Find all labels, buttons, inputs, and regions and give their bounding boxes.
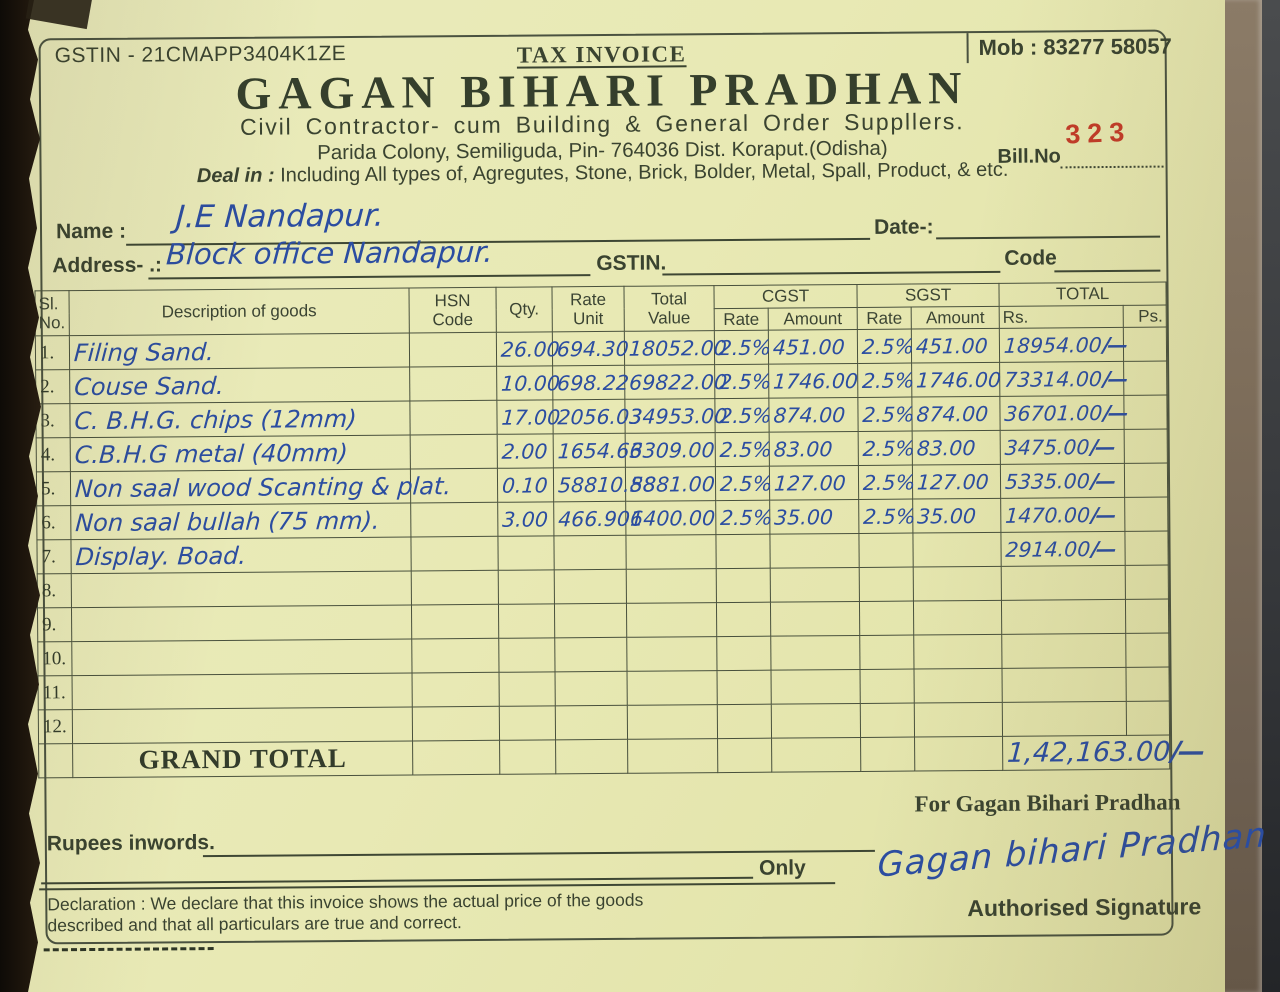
header-cgst-amount: Amount	[768, 307, 858, 331]
header-description: Description of goods	[68, 287, 410, 336]
hsn-cell	[412, 672, 500, 708]
item-description: Display. Boad.	[74, 541, 248, 571]
checkmark-stroke: /—	[1102, 366, 1126, 391]
ps-cell	[1125, 565, 1169, 600]
ps-cell	[1126, 701, 1170, 736]
hsn-cell	[409, 400, 498, 436]
header-qty: Qty.	[495, 286, 553, 333]
hsn-cell	[411, 604, 499, 640]
background-right	[1258, 0, 1280, 992]
checkmark-stroke: /—	[1090, 468, 1114, 493]
bill-no-label: Bill.No	[997, 145, 1061, 168]
invoice-items-table: Sl. No. Description of goods HSN Code Qty…	[34, 282, 1203, 779]
ps-cell	[1123, 327, 1167, 362]
address-label: Address- .:	[52, 253, 163, 278]
item-description: Non saal bullah (75 mm).	[74, 506, 381, 537]
checkmark-stroke: /—	[1170, 736, 1204, 768]
item-description: Couse Sand.	[73, 371, 225, 401]
deal-in-text: Including All types of, Agregutes, Stone…	[280, 158, 1009, 187]
hsn-cell	[409, 366, 497, 402]
grand-total-label: GRAND TOTAL	[72, 741, 413, 778]
hsn-cell	[410, 434, 498, 470]
name-handwritten-value: J.E Nandapur.	[174, 197, 386, 236]
name-label: Name :	[55, 219, 127, 244]
header-sl-no: Sl. No.	[34, 290, 70, 337]
hsn-cell	[410, 502, 498, 538]
hsn-cell	[412, 706, 500, 742]
mobile-number: Mob : 83277 58057	[978, 33, 1172, 61]
item-description: Non saal wood Scanting & plat.	[74, 471, 452, 503]
hsn-cell	[411, 638, 500, 674]
cardboard-strip	[1222, 0, 1262, 992]
header-rate-unit: Rate Unit	[551, 286, 625, 332]
checkmark-stroke: /—	[1102, 332, 1126, 357]
checkmark-stroke: /—	[1090, 502, 1114, 527]
item-description: C.B.H.G metal (40mm)	[73, 438, 349, 469]
date-label: Date-:	[873, 215, 934, 239]
hsn-cell	[409, 332, 497, 368]
hsn-cell	[410, 536, 499, 572]
header-total-value: Total Value	[623, 285, 715, 332]
header-total-ps: Ps.	[1123, 304, 1167, 328]
header-sgst-amount: Amount	[911, 305, 1000, 330]
header-total: TOTAL	[998, 282, 1167, 306]
bill-no-stamp: 323	[1064, 116, 1132, 150]
ps-cell	[1124, 531, 1169, 566]
torn-dash-mark	[43, 947, 214, 952]
mob-divider-line	[966, 33, 969, 64]
address-handwritten-value: Block office Nandapur.	[165, 234, 494, 272]
invoice-paper	[26, 0, 1225, 992]
item-description: C. B.H.G. chips (12mm)	[73, 404, 358, 435]
deal-in-label: Deal in :	[196, 164, 275, 188]
header-hsn-code: HSN Code	[408, 287, 497, 334]
hsn-cell	[411, 570, 499, 606]
grand-total-value: 1,42,163.00	[1006, 736, 1172, 769]
buyer-gstin-label: GSTIN.	[596, 251, 667, 276]
for-business-line: For Gagan Bihari Pradhan	[914, 789, 1181, 817]
header-total-rs: Rs.	[999, 304, 1124, 329]
ps-cell	[1124, 429, 1168, 464]
declaration-line-2: described and that all particulars are t…	[47, 912, 462, 936]
code-label: Code	[1004, 246, 1057, 270]
rupees-in-words-label: Rupees inwords.	[46, 831, 215, 856]
header-cgst-rate: Rate	[714, 307, 769, 331]
checkmark-stroke: /—	[1102, 400, 1127, 425]
authorised-signature-label: Authorised Signature	[967, 893, 1202, 922]
ps-cell	[1123, 361, 1167, 396]
ps-cell	[1125, 599, 1169, 634]
ps-cell	[1123, 395, 1168, 430]
header-sgst-rate: Rate	[857, 306, 912, 330]
ps-cell	[1125, 633, 1170, 668]
checkmark-stroke: /—	[1089, 434, 1114, 459]
only-label: Only	[758, 856, 806, 880]
checkmark-stroke: /—	[1090, 536, 1115, 561]
ps-cell	[1124, 497, 1168, 532]
header-sgst: SGST	[856, 283, 1000, 308]
ps-cell	[1124, 463, 1168, 498]
header-cgst: CGST	[713, 284, 858, 309]
ps-cell	[1126, 667, 1170, 702]
item-description: Filing Sand.	[73, 337, 215, 367]
